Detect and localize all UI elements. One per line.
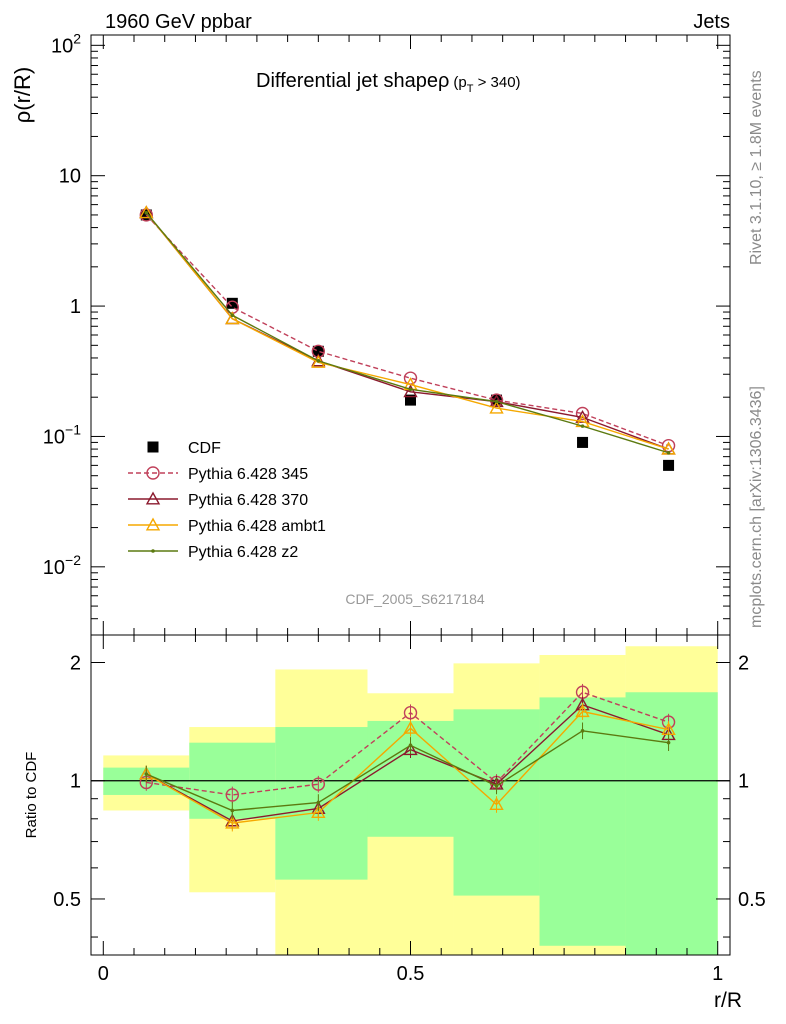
main-point [666,450,671,455]
legend-label: Pythia 6.428 z2 [188,544,298,561]
ratio-point [230,808,235,813]
main-point [403,384,418,398]
analysis-watermark: CDF_2005_S6217184 [345,591,485,607]
ratio-point [311,805,326,819]
legend-marker [145,491,161,505]
main-point [408,387,413,392]
ratio-y-tick-label-right: 0.5 [738,889,766,911]
axes-group: 102 10 1 10−1 10−2 0.5 0.5 1 1 2 2 0 0.5 1 [43,30,766,985]
main-series-pythia-6-428-345 [139,208,676,453]
ratio-point [575,704,590,718]
main-series-line [145,212,669,450]
legend-item: CDF [147,440,221,457]
legend-item: Pythia 6.428 z2 [128,544,298,561]
x-axis-label: r/R [714,989,742,1012]
ratio-point [225,815,240,829]
legend-label: CDF [188,440,221,457]
main-point [144,210,149,215]
main-point [580,424,585,428]
ratio-uncertainty-bands [91,646,730,955]
main-series-line [145,212,669,450]
main-point [226,297,238,309]
ratio-point [580,729,585,733]
legend-label: Pythia 6.428 ambt1 [188,518,326,535]
ratio-point [489,797,504,810]
header-left: 1960 GeV ppbar [105,11,252,33]
main-point [225,311,240,325]
legend: CDF Pythia 6.428 345 Pythia 6.428 370 Pythi… [128,440,326,561]
main-series-pythia-6-428-z2 [144,210,671,455]
main-point [139,205,154,219]
main-y-tick-label: 10−2 [43,552,81,579]
main-y-axis-label: ρ(r/R) [10,67,35,124]
legend-label: Pythia 6.428 370 [188,492,308,509]
ratio-x-tick-label: 0 [98,963,109,985]
main-y-tick-label: 1 [70,296,81,318]
ratio-point [403,742,418,756]
main-series-pythia-6-428-370 [139,205,676,455]
main-y-tick-label: 10 [59,166,81,188]
main-y-tick-label: 10−1 [43,421,81,448]
main-series-cdf [140,209,675,471]
legend-item: Pythia 6.428 345 [128,466,308,483]
ratio-y-tick-label-left: 1 [70,771,81,793]
main-point [312,345,324,357]
ratio-point [144,772,149,776]
main-point [575,406,590,421]
main-point [489,400,504,414]
main-point [577,436,589,448]
main-point [316,359,321,363]
legend-item: Pythia 6.428 ambt1 [128,517,326,535]
main-series-pythia-6-428-ambt1 [139,205,676,455]
main-point [494,399,499,404]
legend-marker [151,549,155,553]
ratio-point [311,777,326,791]
legend-label: Pythia 6.428 345 [188,466,308,483]
rivet-version-label: Rivet 3.1.10, ≥ 1.8M events [748,70,765,265]
legend-item: Pythia 6.428 370 [128,491,308,509]
main-series-line [145,214,669,447]
legend-marker [147,441,159,453]
main-point [139,208,153,222]
inner-band-bin [275,727,368,880]
ratio-point [661,722,676,736]
ratio-point [494,784,499,788]
ratio-y-tick-label-left: 0.5 [53,889,81,911]
ratio-x-tick-label: 0.5 [397,963,425,985]
ratio-point [408,743,413,748]
ratio-point [316,800,321,805]
main-plot-frame [90,34,731,636]
ratio-x-tick-label: 1 [712,963,723,985]
main-series-group [139,205,676,471]
inner-band-bin [625,692,718,955]
header-right: Jets [693,11,730,33]
ratio-point [225,788,240,802]
ratio-series-pythia-6-428-z2 [144,722,671,819]
ratio-point [403,720,418,734]
ratio-y-tick-label-left: 2 [70,653,81,675]
mcplots-reference-label: mcplots.cern.ch [arXiv:1306.3436] [748,386,765,628]
ratio-y-tick-label-right: 2 [738,653,749,675]
ratio-y-axis-label: Ratio to CDF [23,752,40,839]
ratio-series-group [139,683,676,832]
ratio-point [403,706,418,720]
legend-marker [146,466,160,480]
main-series-line [145,212,669,454]
main-point [405,394,416,406]
main-title: Differential jet shapeρ (pT > 340) [256,70,521,95]
main-point [663,459,675,471]
ratio-point [666,740,671,745]
main-y-tick-label: 102 [51,30,81,57]
main-point [230,313,235,318]
ratio-y-tick-label-right: 1 [738,771,749,793]
legend-marker [145,517,161,531]
